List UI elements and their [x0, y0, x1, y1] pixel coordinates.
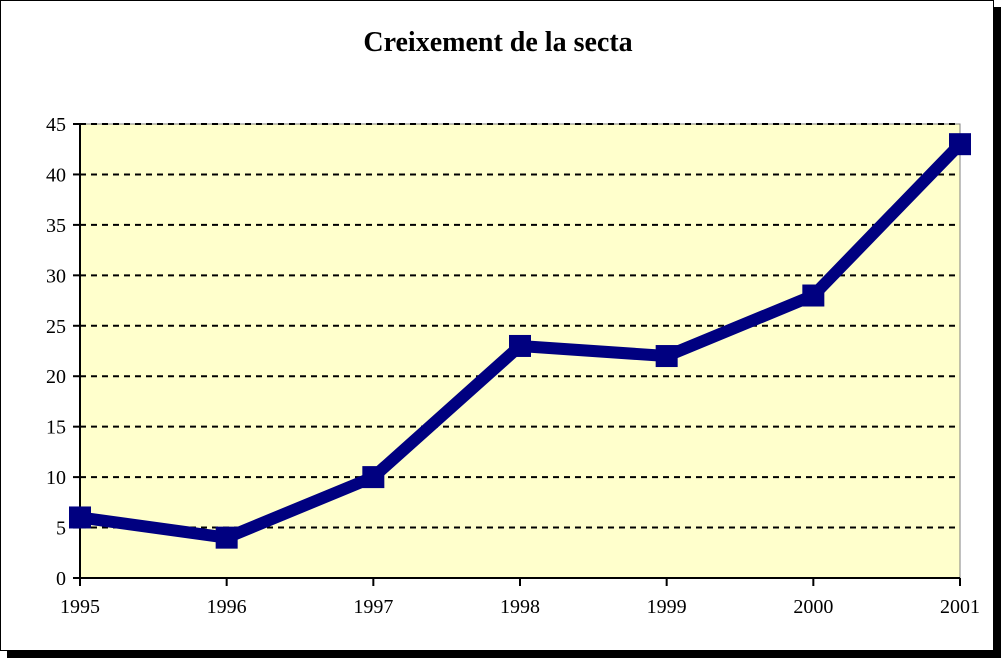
data-point-marker: [509, 334, 531, 357]
y-tick-label: 40: [46, 164, 66, 186]
axes: [73, 123, 961, 586]
data-point-marker: [802, 284, 825, 307]
x-tick-label: 1998: [500, 596, 540, 618]
data-point-marker: [949, 133, 971, 156]
y-tick-label: 45: [46, 114, 66, 136]
x-tick-label: 1997: [353, 596, 393, 618]
y-tick-label: 0: [56, 568, 66, 590]
data-point-marker: [362, 466, 385, 489]
x-tick-label: 2000: [793, 596, 833, 618]
data-point-marker: [215, 526, 238, 549]
data-point-marker: [655, 345, 678, 368]
x-tick-label: 1999: [647, 596, 687, 618]
y-tick-label: 15: [46, 417, 66, 439]
y-tick-label: 10: [46, 467, 66, 489]
y-tick-label: 30: [46, 265, 66, 287]
y-tick-label: 35: [46, 215, 66, 237]
y-tick-label: 25: [46, 316, 66, 338]
chart-title: Creixement de la secta: [363, 27, 633, 58]
y-tick-labels: 0 5 10 15 20 25 30 35 40 45: [46, 114, 66, 590]
series-group: [69, 133, 971, 549]
x-tick-label: 1996: [207, 596, 247, 618]
x-tick-labels: 1995 1996 1997 1998 1999 2000 2001: [60, 596, 980, 618]
x-tick-label: 2001: [940, 596, 980, 618]
y-tick-label: 5: [56, 518, 66, 540]
y-tick-label: 20: [46, 366, 66, 388]
x-tick-label: 1995: [60, 596, 100, 618]
data-point-marker: [69, 506, 91, 529]
gridlines: [80, 123, 960, 529]
